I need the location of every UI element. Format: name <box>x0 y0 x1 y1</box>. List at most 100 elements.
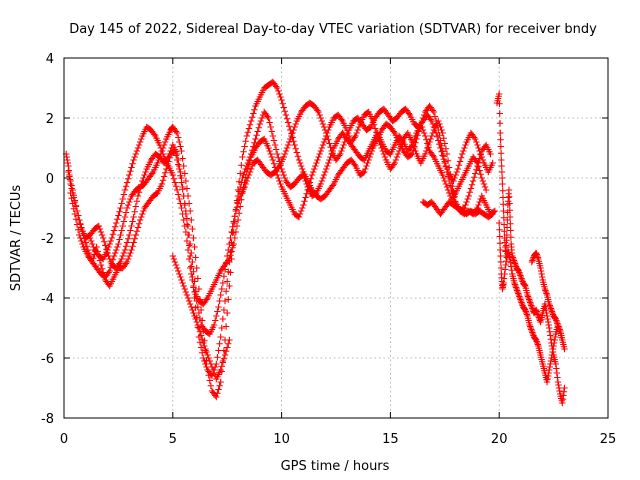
data-point <box>440 156 447 163</box>
data-point <box>114 216 121 223</box>
data-point <box>453 168 460 176</box>
data-point <box>127 227 134 234</box>
data-point <box>194 321 202 329</box>
data-point <box>135 141 143 149</box>
data-point <box>178 147 185 155</box>
data-point <box>175 161 182 168</box>
data-point <box>268 153 276 161</box>
data-point <box>504 216 511 224</box>
x-tick-label: 25 <box>600 432 617 447</box>
data-point <box>76 231 83 239</box>
data-point <box>506 213 514 221</box>
data-point <box>249 114 256 121</box>
data-point <box>207 360 215 368</box>
data-point <box>338 147 345 155</box>
data-point <box>447 171 454 178</box>
data-point <box>102 242 109 249</box>
data-point <box>344 129 352 137</box>
data-point <box>118 255 125 263</box>
data-point <box>407 151 415 158</box>
data-point <box>169 171 176 179</box>
data-point <box>473 158 480 165</box>
data-point <box>224 278 231 285</box>
data-point <box>123 258 131 266</box>
data-point <box>281 108 289 115</box>
data-point <box>482 186 490 194</box>
data-point <box>474 141 481 149</box>
data-point <box>224 309 231 317</box>
data-point <box>73 221 81 228</box>
data-point <box>252 135 259 143</box>
data-point <box>256 120 264 128</box>
data-point <box>277 93 284 101</box>
series-trace-e <box>419 198 496 221</box>
data-point <box>477 150 484 158</box>
data-point <box>187 240 194 248</box>
data-point <box>251 106 258 113</box>
data-point <box>133 147 141 155</box>
data-point <box>496 233 503 240</box>
data-point <box>506 193 513 200</box>
data-point <box>107 258 114 266</box>
data-point <box>246 157 254 164</box>
data-point <box>500 207 507 215</box>
data-point <box>191 243 198 251</box>
data-point <box>436 141 443 148</box>
data-point <box>120 249 128 257</box>
data-point <box>132 203 140 210</box>
data-point <box>200 339 207 347</box>
data-point <box>351 161 358 168</box>
data-point <box>232 207 240 215</box>
data-point <box>496 219 503 227</box>
data-point <box>444 157 452 164</box>
data-point <box>341 138 348 146</box>
data-point <box>503 231 511 239</box>
data-point <box>295 156 303 164</box>
data-point <box>176 165 183 173</box>
data-point <box>320 171 328 179</box>
data-point <box>214 308 221 315</box>
data-point <box>239 153 246 161</box>
data-point <box>136 138 144 146</box>
data-point <box>456 158 464 165</box>
data-point <box>129 218 136 225</box>
axis-ticks <box>63 57 609 419</box>
data-point <box>123 179 131 186</box>
data-point <box>314 156 321 164</box>
data-point <box>192 254 199 261</box>
y-tick-label: -8 <box>41 412 54 427</box>
data-point <box>185 231 193 239</box>
data-point <box>197 332 205 339</box>
data-point <box>229 229 236 236</box>
data-point <box>231 213 239 220</box>
data-point <box>208 363 216 371</box>
data-point <box>438 148 445 155</box>
data-point <box>478 174 485 182</box>
data-point <box>122 260 130 267</box>
data-point <box>171 147 179 155</box>
data-point <box>392 156 400 164</box>
data-point <box>135 189 143 196</box>
data-point <box>244 129 252 136</box>
data-point <box>497 252 504 260</box>
data-point <box>280 104 287 111</box>
data-point <box>237 170 244 177</box>
data-point <box>225 340 232 347</box>
data-point <box>189 306 196 314</box>
data-point <box>101 238 108 245</box>
data-point <box>115 240 122 248</box>
data-point <box>435 137 442 144</box>
data-point <box>377 141 384 149</box>
data-point <box>271 141 279 149</box>
data-point <box>104 246 111 254</box>
data-point <box>363 162 370 170</box>
data-point <box>266 147 273 155</box>
data-point <box>181 170 188 177</box>
data-point <box>240 148 247 155</box>
data-point <box>319 120 327 128</box>
data-point <box>178 179 185 186</box>
data-point <box>243 132 250 140</box>
data-point <box>65 168 72 176</box>
data-point <box>442 145 450 152</box>
data-point <box>443 183 451 191</box>
